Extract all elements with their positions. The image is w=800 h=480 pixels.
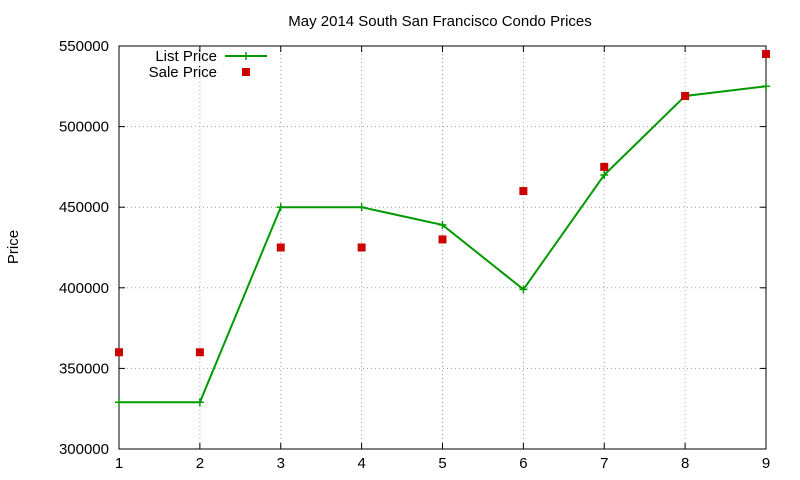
list-price-point bbox=[600, 170, 609, 179]
series-layer bbox=[115, 50, 770, 407]
y-tick-label: 550000 bbox=[59, 38, 109, 55]
y-axis-label: Price bbox=[5, 230, 22, 264]
list-price-point bbox=[276, 203, 285, 212]
x-tick-label: 7 bbox=[600, 455, 608, 472]
y-tick-label: 300000 bbox=[59, 441, 109, 458]
sale-price-point bbox=[519, 187, 528, 196]
x-tick-label: 9 bbox=[762, 455, 770, 472]
list-price-point bbox=[438, 220, 447, 229]
sale-price-point bbox=[600, 162, 609, 171]
sale-price-point bbox=[762, 50, 770, 59]
y-tick-label: 450000 bbox=[59, 199, 109, 216]
x-tick-label: 8 bbox=[681, 455, 689, 472]
list-price-point bbox=[357, 203, 366, 212]
list-price-point bbox=[762, 82, 770, 91]
sale-price-point bbox=[681, 91, 690, 100]
x-tick-label: 4 bbox=[357, 455, 365, 472]
sale-price-point bbox=[195, 348, 204, 357]
plot-frame bbox=[118, 45, 767, 450]
sale-price-point bbox=[276, 243, 285, 252]
list-price-point bbox=[115, 398, 123, 407]
y-tick-label: 400000 bbox=[59, 280, 109, 297]
legend-label-list-price: List Price bbox=[155, 48, 217, 65]
list-price-point bbox=[195, 398, 204, 407]
x-tick-label: 1 bbox=[115, 455, 123, 472]
sale-price-point bbox=[115, 348, 123, 357]
x-tick-label: 6 bbox=[519, 455, 527, 472]
sale-price-point bbox=[438, 235, 447, 244]
axes: 1 2 3 4 5 6 7 8 9 300000 350000 400000 450000 500000 5… bbox=[59, 38, 770, 472]
x-tick-label: 3 bbox=[277, 455, 285, 472]
x-tick-label: 5 bbox=[438, 455, 446, 472]
y-tick-label: 500000 bbox=[59, 119, 109, 136]
sale-price-point bbox=[357, 243, 366, 252]
y-tick-label: 350000 bbox=[59, 360, 109, 377]
grid bbox=[119, 46, 766, 449]
chart-title: May 2014 South San Francisco Condo Price… bbox=[288, 13, 592, 30]
legend-label-sale-price: Sale Price bbox=[149, 64, 217, 81]
x-tick-label: 2 bbox=[196, 455, 204, 472]
legend-swatch-sale-price bbox=[242, 68, 250, 76]
list-price-point bbox=[519, 285, 528, 294]
